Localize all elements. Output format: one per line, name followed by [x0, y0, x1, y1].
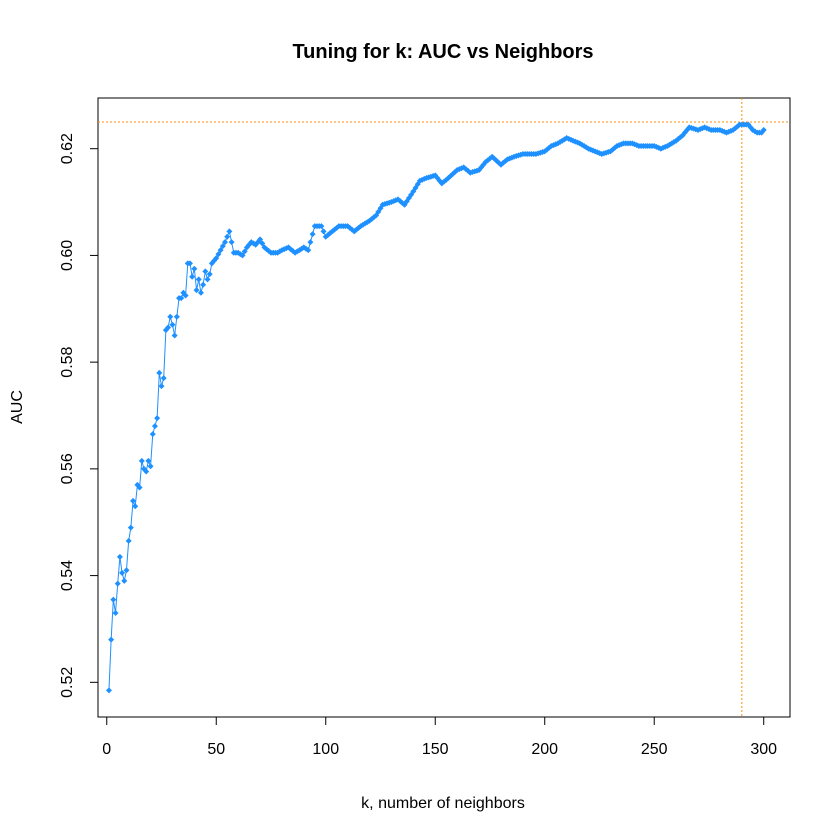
- x-tick-label: 300: [750, 741, 777, 758]
- data-point: [119, 569, 126, 576]
- data-point: [217, 247, 224, 254]
- data-point: [108, 636, 115, 643]
- x-tick-label: 150: [422, 741, 449, 758]
- y-axis: 0.52 0.54 0.56 0.58 0.60 0.62: [59, 133, 99, 698]
- data-point: [200, 281, 207, 288]
- x-tick-label: 200: [531, 741, 558, 758]
- data-point: [228, 239, 235, 246]
- data-point: [202, 268, 209, 275]
- data-point: [110, 596, 117, 603]
- data-point: [305, 247, 312, 254]
- data-point: [123, 567, 130, 574]
- data-point: [165, 324, 172, 331]
- data-point: [105, 687, 112, 694]
- data-point: [506, 155, 513, 162]
- data-point: [160, 375, 167, 382]
- x-axis-label: k, number of neighbors: [361, 795, 525, 812]
- x-axis: 0 50 100 150 200 250 300: [102, 716, 777, 758]
- data-point: [226, 228, 233, 235]
- data-point: [239, 252, 246, 259]
- data-point: [760, 127, 767, 134]
- auc-points: [105, 121, 767, 694]
- data-point: [130, 497, 137, 504]
- data-point: [156, 369, 163, 376]
- data-point: [114, 580, 121, 587]
- y-axis-label: AUC: [9, 390, 26, 424]
- data-point: [241, 248, 248, 255]
- data-point: [136, 484, 143, 491]
- x-tick-label: 50: [207, 741, 225, 758]
- y-tick-label: 0.54: [59, 560, 76, 591]
- data-point: [151, 423, 158, 430]
- data-point: [173, 313, 180, 320]
- data-point: [143, 468, 150, 475]
- data-point: [257, 236, 264, 243]
- data-point: [732, 125, 739, 132]
- data-point: [213, 255, 220, 262]
- data-point: [204, 276, 211, 283]
- data-point: [154, 415, 161, 422]
- y-tick-label: 0.52: [59, 667, 76, 698]
- data-point: [206, 271, 213, 278]
- data-point: [182, 292, 189, 299]
- data-point: [215, 251, 222, 258]
- data-point: [138, 457, 145, 464]
- data-point: [193, 287, 200, 294]
- x-tick-label: 0: [102, 741, 111, 758]
- data-point: [309, 231, 316, 238]
- data-point: [147, 463, 154, 470]
- data-point: [320, 228, 327, 235]
- data-point: [195, 276, 202, 283]
- y-tick-label: 0.62: [59, 133, 76, 164]
- data-point: [178, 295, 185, 302]
- y-tick-label: 0.58: [59, 346, 76, 377]
- y-tick-label: 0.56: [59, 453, 76, 484]
- data-point: [145, 457, 152, 464]
- x-tick-label: 100: [312, 741, 339, 758]
- data-point: [158, 383, 165, 390]
- data-point: [127, 524, 134, 531]
- data-point: [149, 431, 156, 438]
- data-point: [224, 233, 231, 240]
- data-point: [112, 609, 119, 616]
- data-point: [169, 321, 176, 328]
- data-point: [186, 260, 193, 267]
- data-point: [116, 553, 123, 560]
- x-tick-label: 250: [641, 741, 668, 758]
- data-point: [191, 265, 198, 272]
- data-point: [219, 243, 226, 250]
- data-point: [167, 313, 174, 320]
- data-point: [307, 239, 314, 246]
- data-point: [222, 239, 229, 246]
- data-point: [125, 537, 132, 544]
- data-point: [121, 577, 128, 584]
- data-point: [699, 125, 706, 132]
- data-point: [318, 223, 325, 230]
- chart-title: Tuning for k: AUC vs Neighbors: [292, 41, 593, 63]
- data-point: [197, 289, 204, 296]
- data-point: [259, 240, 266, 247]
- data-point: [171, 332, 178, 339]
- y-tick-label: 0.60: [59, 240, 76, 271]
- data-point: [189, 273, 196, 280]
- data-point: [132, 503, 139, 510]
- data-point: [252, 241, 259, 248]
